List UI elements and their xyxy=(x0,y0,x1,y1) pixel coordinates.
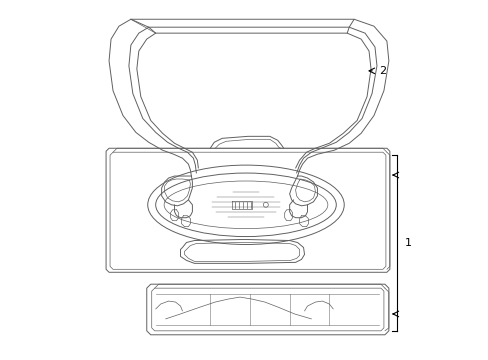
Text: 2: 2 xyxy=(378,66,386,76)
Text: 1: 1 xyxy=(404,238,411,248)
